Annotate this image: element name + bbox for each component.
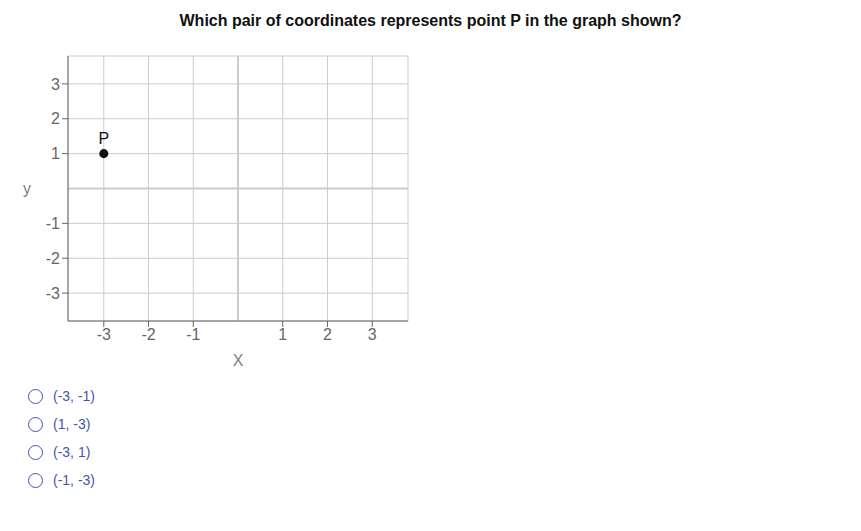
svg-text:3: 3 bbox=[51, 76, 60, 93]
svg-text:P: P bbox=[98, 130, 109, 147]
html-text:(1, -3): (1, -3) bbox=[53, 416, 91, 432]
svg-text:y: y bbox=[23, 180, 31, 197]
html-text:(-3, -1): (-3, -1) bbox=[53, 388, 95, 404]
svg-text:-2: -2 bbox=[141, 326, 155, 343]
svg-text:1: 1 bbox=[278, 326, 287, 343]
svg-text:2: 2 bbox=[323, 326, 332, 343]
svg-text:X: X bbox=[233, 352, 244, 369]
svg-text:1: 1 bbox=[51, 145, 60, 162]
svg-text:-1: -1 bbox=[186, 326, 200, 343]
html-text:(-3, 1): (-3, 1) bbox=[53, 444, 91, 460]
svg-text:2: 2 bbox=[51, 110, 60, 127]
svg-text:-2: -2 bbox=[46, 250, 60, 267]
svg-text:3: 3 bbox=[368, 326, 377, 343]
svg-text:-3: -3 bbox=[46, 285, 60, 302]
svg-text:-3: -3 bbox=[97, 326, 111, 343]
html-text:Which pair of coordinates repr: Which pair of coordinates represents poi… bbox=[179, 12, 682, 29]
html-text:(-1, -3): (-1, -3) bbox=[53, 472, 95, 488]
svg-text:-1: -1 bbox=[46, 215, 60, 232]
